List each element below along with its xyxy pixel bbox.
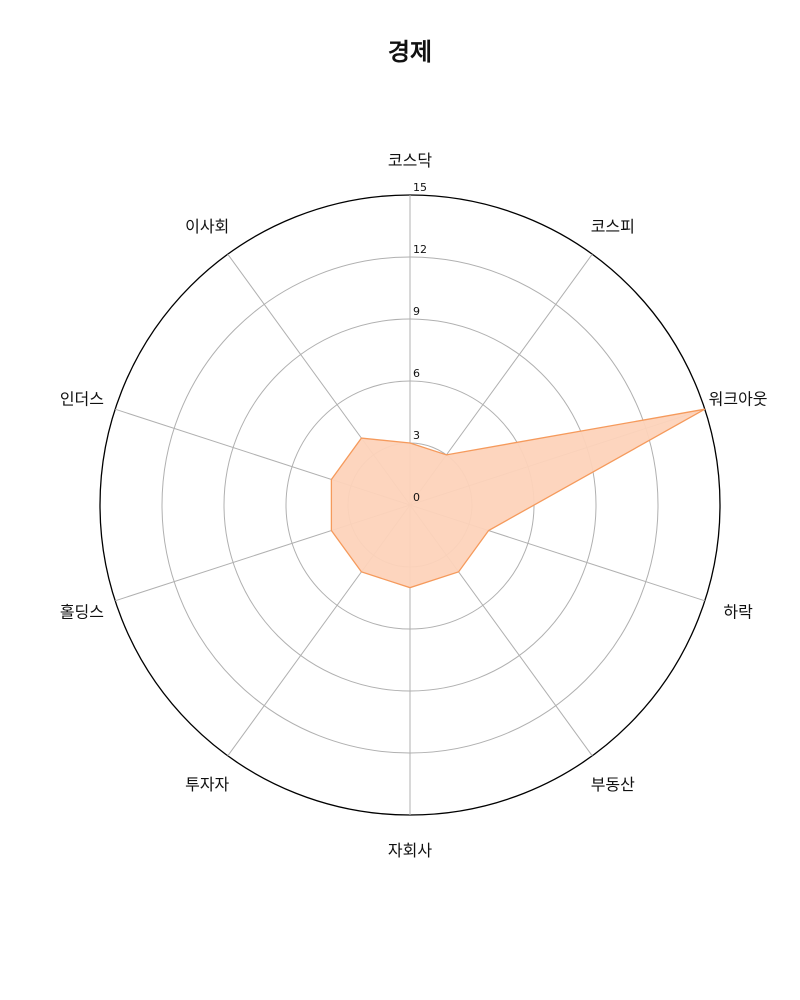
radial-tick-labels: 0 3 6 9 12 15 [413, 181, 427, 504]
category-label: 코스닥 [388, 151, 432, 170]
radar-data [330, 408, 706, 589]
category-label: 투자자 [185, 775, 229, 794]
category-label: 워크아웃 [709, 389, 768, 408]
radial-tick-label: 0 [413, 491, 420, 504]
radial-tick-label: 3 [413, 429, 420, 442]
series-area [330, 408, 706, 589]
category-label: 홀딩스 [60, 603, 104, 622]
chart-title: 경제 [388, 38, 432, 66]
category-label: 이사회 [185, 217, 229, 236]
category-label: 인더스 [60, 389, 104, 408]
category-label: 부동산 [591, 775, 635, 794]
category-label: 코스피 [591, 217, 635, 236]
category-label: 자회사 [388, 841, 432, 860]
radial-tick-label: 15 [413, 181, 427, 194]
category-label: 하락 [723, 603, 753, 622]
radial-tick-label: 6 [413, 367, 420, 380]
radial-tick-label: 9 [413, 305, 420, 318]
radial-tick-label: 12 [413, 243, 427, 256]
